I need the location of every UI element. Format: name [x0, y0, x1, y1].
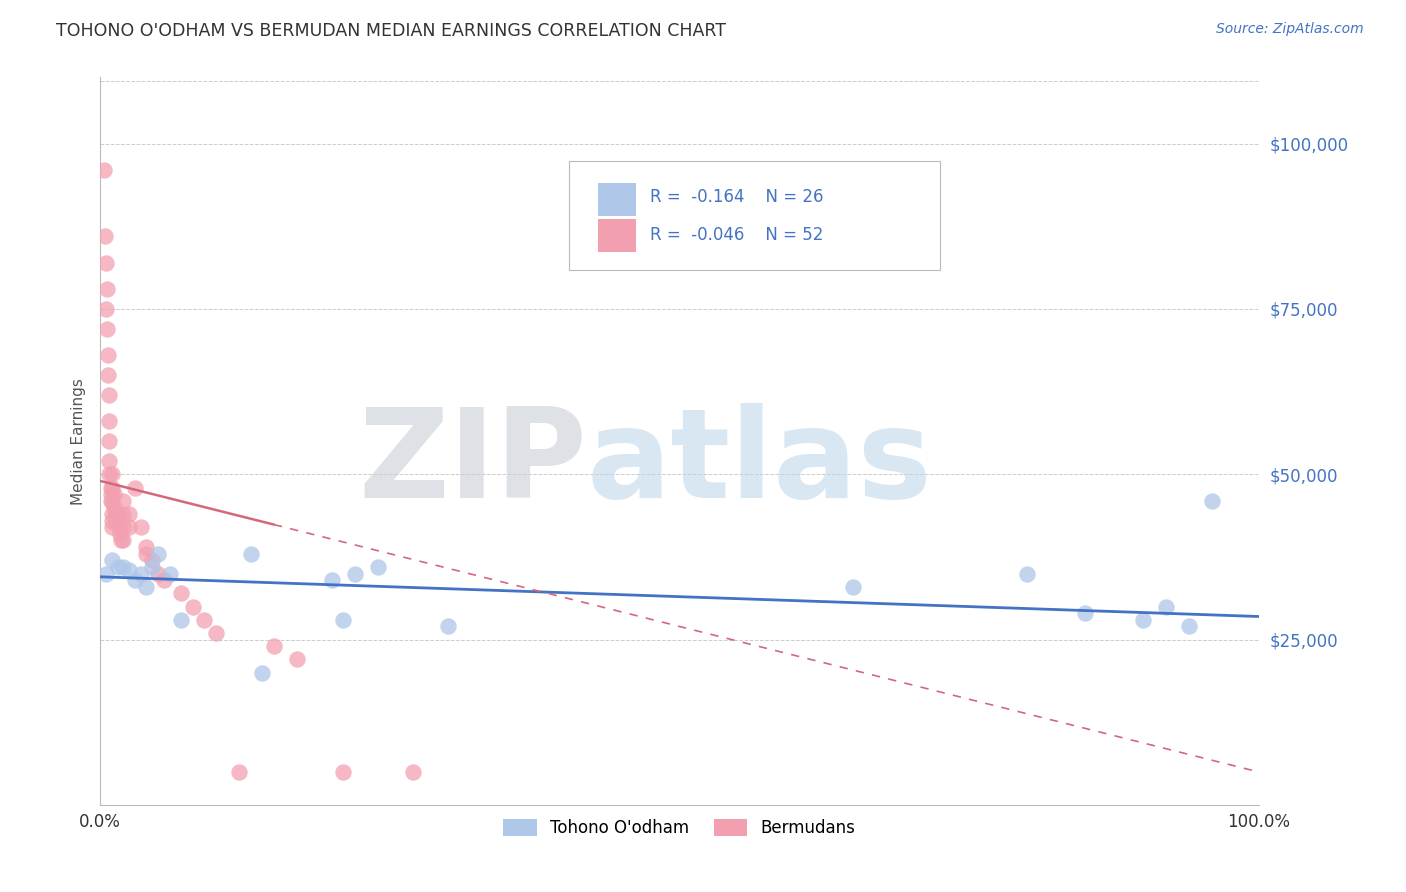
Point: [118, 520, 141, 534]
Point: [1201, 493, 1223, 508]
Point: [98, 454, 121, 468]
Point: [110, 533, 132, 548]
Point: [103, 500, 125, 515]
Point: [343, 566, 366, 581]
Point: [228, 764, 250, 779]
Point: [105, 514, 128, 528]
Point: [96, 322, 118, 336]
Point: [141, 553, 163, 567]
Point: [332, 764, 354, 779]
Text: ZIP: ZIP: [359, 402, 586, 524]
Point: [436, 619, 458, 633]
Y-axis label: Median Earnings: Median Earnings: [72, 378, 86, 505]
Point: [239, 547, 262, 561]
Legend: Tohono O'odham, Bermudans: Tohono O'odham, Bermudans: [496, 813, 862, 844]
Point: [97, 348, 120, 362]
Point: [153, 573, 176, 587]
Point: [94, 301, 117, 316]
Point: [842, 580, 865, 594]
Point: [1015, 566, 1038, 581]
Point: [252, 665, 274, 680]
Point: [98, 414, 121, 428]
FancyBboxPatch shape: [599, 219, 637, 252]
Point: [107, 507, 129, 521]
Point: [285, 652, 308, 666]
Point: [118, 563, 141, 577]
Point: [141, 560, 163, 574]
Point: [98, 388, 121, 402]
Text: Source: ZipAtlas.com: Source: ZipAtlas.com: [1216, 22, 1364, 37]
Text: atlas: atlas: [586, 402, 932, 524]
Text: TOHONO O'ODHAM VS BERMUDAN MEDIAN EARNINGS CORRELATION CHART: TOHONO O'ODHAM VS BERMUDAN MEDIAN EARNIN…: [56, 22, 727, 40]
Point: [93, 163, 115, 178]
Point: [129, 520, 152, 534]
Point: [1178, 619, 1201, 633]
Point: [193, 613, 215, 627]
Point: [112, 533, 135, 548]
Point: [100, 467, 122, 482]
Point: [112, 560, 135, 574]
Point: [124, 481, 146, 495]
Point: [97, 368, 120, 382]
Point: [104, 507, 127, 521]
Point: [94, 255, 117, 269]
Point: [98, 467, 121, 482]
Point: [103, 487, 125, 501]
Point: [100, 553, 122, 567]
Point: [100, 520, 122, 534]
Point: [135, 547, 157, 561]
Point: [135, 540, 157, 554]
Point: [112, 507, 135, 521]
Point: [146, 547, 169, 561]
Point: [321, 573, 343, 587]
Point: [118, 507, 141, 521]
Text: R =  -0.164    N = 26: R = -0.164 N = 26: [651, 188, 824, 206]
Point: [124, 573, 146, 587]
Point: [94, 229, 117, 244]
Point: [100, 493, 122, 508]
Point: [107, 560, 129, 574]
Point: [1154, 599, 1177, 614]
Point: [146, 566, 169, 581]
FancyBboxPatch shape: [599, 183, 637, 216]
Text: R =  -0.046    N = 52: R = -0.046 N = 52: [651, 227, 824, 244]
Point: [1074, 606, 1097, 620]
Point: [205, 626, 228, 640]
Point: [100, 493, 122, 508]
Point: [332, 613, 354, 627]
Point: [159, 566, 181, 581]
Point: [170, 613, 193, 627]
Point: [112, 493, 135, 508]
Point: [402, 764, 425, 779]
Point: [98, 434, 121, 449]
Point: [181, 599, 204, 614]
Point: [135, 580, 157, 594]
Point: [100, 514, 122, 528]
Point: [1132, 613, 1154, 627]
Point: [112, 520, 135, 534]
Point: [170, 586, 193, 600]
Point: [129, 566, 152, 581]
Point: [107, 520, 129, 534]
Point: [94, 566, 117, 581]
Point: [108, 526, 131, 541]
Point: [263, 640, 285, 654]
Point: [367, 560, 389, 574]
Point: [100, 487, 122, 501]
Point: [100, 481, 122, 495]
Point: [96, 282, 118, 296]
Point: [100, 481, 122, 495]
FancyBboxPatch shape: [569, 161, 941, 270]
Point: [100, 507, 122, 521]
